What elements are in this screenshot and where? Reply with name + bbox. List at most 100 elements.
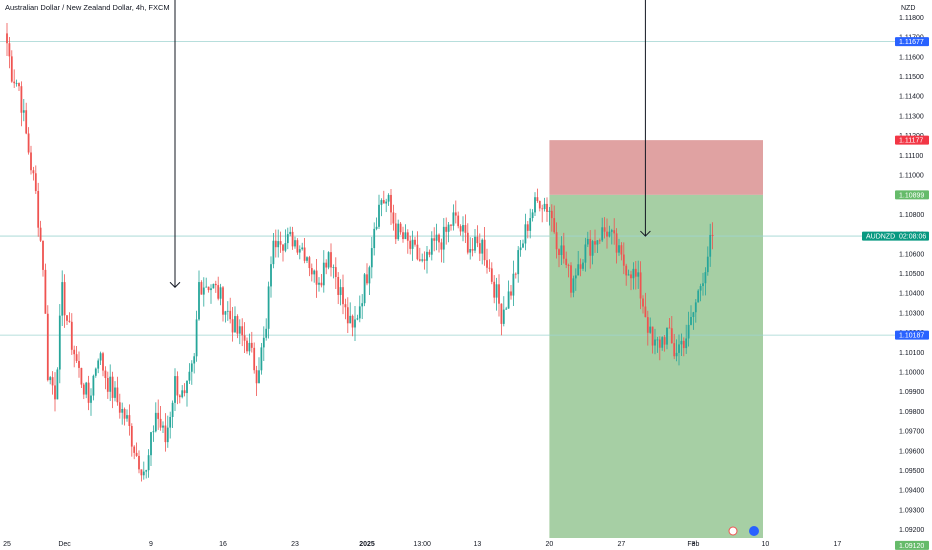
candle-body[interactable]: [10, 56, 13, 82]
candle-body[interactable]: [104, 370, 107, 379]
candle-body[interactable]: [651, 326, 654, 346]
candle-body[interactable]: [183, 390, 186, 394]
candle-body[interactable]: [286, 234, 289, 244]
candle-body[interactable]: [78, 360, 80, 368]
candle-body[interactable]: [169, 416, 172, 428]
candle-body[interactable]: [282, 244, 284, 251]
candle-body[interactable]: [349, 315, 352, 324]
candle-body[interactable]: [627, 274, 630, 276]
candle-body[interactable]: [320, 282, 323, 286]
candle-body[interactable]: [603, 227, 606, 232]
candle-body[interactable]: [687, 324, 690, 339]
candle-body[interactable]: [534, 197, 536, 213]
candle-body[interactable]: [620, 245, 623, 255]
price-tag[interactable]: [895, 540, 929, 550]
candle-body[interactable]: [277, 241, 280, 248]
candle-body[interactable]: [354, 319, 356, 328]
candle-body[interactable]: [205, 286, 208, 288]
candle-body[interactable]: [524, 224, 527, 244]
candle-body[interactable]: [663, 337, 666, 345]
candle-body[interactable]: [298, 249, 301, 253]
candle-body[interactable]: [440, 242, 443, 250]
candle-body[interactable]: [711, 234, 714, 237]
candle-body[interactable]: [291, 231, 294, 247]
candle-body[interactable]: [42, 240, 44, 270]
candle-body[interactable]: [126, 415, 128, 419]
candle-body[interactable]: [373, 228, 376, 249]
candle-body[interactable]: [219, 287, 222, 299]
candle-body[interactable]: [378, 204, 380, 227]
candle-body[interactable]: [438, 234, 440, 243]
candle-body[interactable]: [152, 431, 155, 433]
candle-body[interactable]: [610, 230, 613, 232]
candle-body[interactable]: [181, 390, 184, 398]
candle-body[interactable]: [178, 395, 181, 398]
candle-body[interactable]: [80, 367, 83, 385]
candle-body[interactable]: [517, 250, 520, 275]
candle-body[interactable]: [459, 226, 462, 232]
candle-body[interactable]: [512, 273, 515, 296]
candle-body[interactable]: [34, 173, 37, 191]
candle-body[interactable]: [538, 200, 541, 209]
candle-body[interactable]: [58, 315, 61, 370]
candle-body[interactable]: [690, 317, 692, 325]
candle-body[interactable]: [212, 283, 215, 289]
candle-body[interactable]: [577, 264, 580, 276]
candle-body[interactable]: [157, 412, 160, 419]
candle-body[interactable]: [510, 291, 512, 296]
candle-body[interactable]: [452, 212, 455, 226]
candle-body[interactable]: [570, 265, 572, 293]
price-tag[interactable]: [895, 190, 929, 200]
candle-body[interactable]: [531, 212, 534, 219]
candle-body[interactable]: [44, 269, 47, 314]
candle-body[interactable]: [322, 262, 325, 286]
candle-body[interactable]: [75, 354, 78, 361]
candle-body[interactable]: [668, 327, 671, 329]
candle-body[interactable]: [229, 310, 232, 320]
candle-body[interactable]: [27, 133, 30, 153]
candle-body[interactable]: [210, 288, 212, 291]
candle-body[interactable]: [294, 240, 296, 247]
price-tag[interactable]: [895, 330, 929, 340]
candle-body[interactable]: [596, 240, 599, 245]
candle-body[interactable]: [543, 203, 546, 210]
candle-body[interactable]: [260, 347, 263, 371]
candle-body[interactable]: [193, 356, 196, 364]
candle-body[interactable]: [138, 455, 140, 470]
candle-body[interactable]: [253, 347, 256, 371]
candle-body[interactable]: [529, 218, 532, 231]
candle-body[interactable]: [361, 303, 364, 307]
candle-body[interactable]: [661, 337, 664, 348]
candle-body[interactable]: [123, 408, 126, 419]
candle-body[interactable]: [140, 469, 143, 476]
candle-body[interactable]: [15, 83, 18, 84]
candle-body[interactable]: [606, 231, 608, 237]
candle-body[interactable]: [706, 256, 709, 273]
candle-body[interactable]: [550, 210, 553, 219]
price-tag[interactable]: [862, 231, 929, 241]
candle-body[interactable]: [207, 286, 210, 291]
candle-body[interactable]: [351, 315, 354, 328]
candle-body[interactable]: [296, 240, 299, 253]
candle-body[interactable]: [541, 208, 544, 210]
candle-body[interactable]: [339, 287, 342, 295]
candle-body[interactable]: [594, 241, 596, 245]
candle-body[interactable]: [20, 86, 23, 113]
price-tag[interactable]: [895, 135, 929, 145]
candle-body[interactable]: [385, 201, 388, 204]
candle-body[interactable]: [250, 342, 253, 348]
candle-body[interactable]: [234, 316, 236, 333]
candle-body[interactable]: [670, 328, 673, 344]
candle-body[interactable]: [392, 212, 395, 224]
candle-body[interactable]: [481, 239, 484, 254]
candle-body[interactable]: [406, 232, 409, 241]
economic-event-icon[interactable]: [728, 526, 738, 536]
candle-body[interactable]: [630, 274, 632, 279]
candle-body[interactable]: [190, 363, 193, 372]
candle-body[interactable]: [85, 382, 88, 395]
candle-body[interactable]: [258, 370, 260, 384]
candle-body[interactable]: [289, 231, 292, 235]
candle-body[interactable]: [346, 307, 349, 324]
candle-body[interactable]: [315, 270, 318, 285]
candle-body[interactable]: [476, 236, 479, 244]
